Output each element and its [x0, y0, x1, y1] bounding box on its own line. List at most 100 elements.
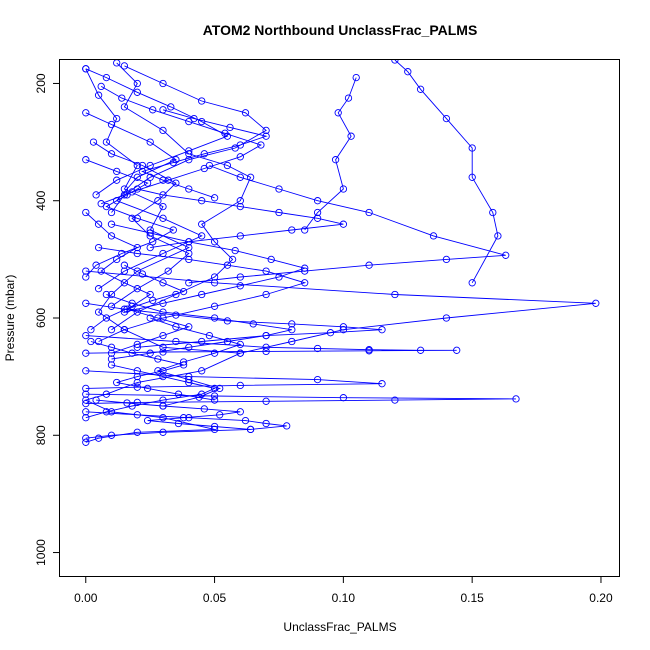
data-point — [210, 384, 219, 393]
data-point — [92, 396, 100, 404]
data-point — [172, 323, 180, 331]
data-point — [262, 347, 270, 356]
data-point — [133, 161, 141, 170]
series-line — [85, 335, 457, 354]
data-point — [228, 255, 237, 264]
data-point — [149, 238, 157, 246]
series-line — [111, 62, 252, 331]
series-line — [85, 411, 287, 439]
data-point — [257, 141, 265, 149]
data-point — [185, 147, 193, 155]
data-point — [82, 273, 90, 281]
data-point — [133, 79, 141, 88]
data-point — [149, 106, 157, 114]
data-point — [107, 120, 116, 129]
data-point — [102, 138, 111, 146]
data-point — [174, 419, 183, 428]
data-point — [159, 214, 167, 222]
data-point — [159, 308, 167, 316]
data-point — [159, 402, 167, 410]
data-point — [82, 399, 90, 408]
data-point — [200, 150, 208, 158]
data-point — [185, 156, 193, 164]
data-point — [146, 349, 154, 357]
y-tick-label: 400 — [34, 190, 48, 210]
y-axis-label: Pressure (mbar) — [3, 275, 17, 362]
data-point — [223, 317, 232, 325]
data-point — [82, 267, 90, 275]
data-point — [94, 308, 103, 316]
data-point — [262, 343, 270, 351]
data-point — [159, 414, 167, 422]
data-point — [146, 173, 154, 181]
data-point — [236, 340, 244, 349]
x-axis-label: UnclassFrac_PALMS — [283, 620, 396, 634]
series-line — [188, 165, 506, 284]
data-point — [113, 167, 121, 176]
data-series — [107, 60, 255, 334]
data-point — [185, 255, 193, 264]
data-point — [87, 326, 95, 334]
data-point — [365, 347, 373, 355]
data-point — [275, 185, 283, 193]
y-tick-label: 1000 — [34, 539, 48, 566]
data-point — [236, 173, 244, 181]
data-point — [118, 249, 126, 258]
data-series — [82, 65, 232, 199]
data-series — [97, 82, 265, 208]
y-tick-label: 200 — [34, 73, 48, 93]
data-point — [138, 270, 147, 278]
data-point — [146, 229, 154, 237]
data-point — [313, 375, 322, 384]
data-point — [159, 367, 167, 375]
data-point — [102, 314, 111, 322]
series-line — [90, 341, 215, 401]
data-point — [236, 408, 244, 416]
data-series — [82, 156, 177, 281]
data-point — [468, 144, 476, 152]
x-axis: 0.00 0.05 0.10 0.15 0.20 — [74, 576, 613, 605]
data-point — [502, 251, 510, 259]
data-point — [102, 290, 111, 299]
data-point — [133, 340, 141, 349]
data-point — [92, 261, 100, 269]
data-point — [416, 85, 425, 93]
data-point — [190, 114, 198, 123]
data-point — [82, 299, 90, 307]
data-point — [107, 302, 116, 310]
data-point — [185, 375, 193, 384]
data-point — [301, 279, 309, 287]
data-point — [113, 176, 121, 184]
data-series — [301, 73, 360, 234]
data-point — [236, 232, 244, 240]
data-point — [82, 438, 90, 446]
series-line — [93, 141, 190, 307]
data-point — [216, 384, 224, 393]
data-point — [267, 255, 275, 264]
data-point — [102, 73, 111, 82]
plot-series — [82, 60, 600, 446]
data-point — [262, 419, 270, 428]
data-point — [82, 208, 90, 217]
data-point — [159, 331, 167, 340]
data-point — [275, 273, 283, 281]
data-point — [185, 279, 193, 287]
data-point — [468, 279, 476, 287]
data-point — [164, 176, 172, 184]
data-point — [102, 202, 111, 211]
data-point — [94, 91, 103, 99]
data-point — [120, 103, 129, 111]
data-point — [275, 208, 283, 217]
data-point — [133, 214, 141, 222]
data-series — [107, 220, 309, 316]
data-point — [179, 414, 188, 422]
data-point — [288, 226, 296, 234]
data-point — [592, 299, 600, 307]
data-point — [89, 138, 98, 146]
data-point — [262, 397, 270, 405]
data-point — [82, 156, 90, 164]
data-point — [113, 378, 121, 387]
data-point — [159, 191, 167, 199]
data-series — [82, 361, 219, 422]
